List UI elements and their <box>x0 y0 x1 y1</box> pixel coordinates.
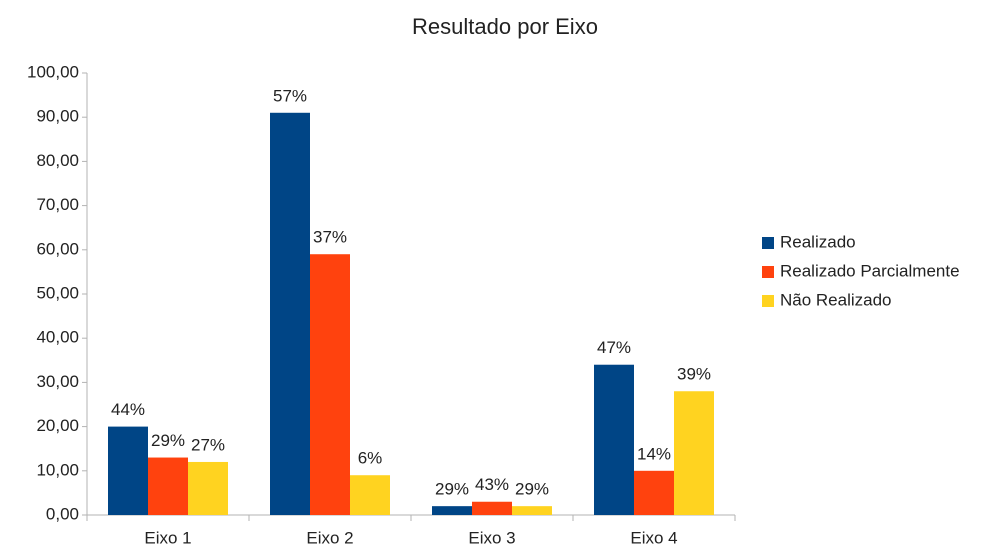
chart-title: Resultado por Eixo <box>412 14 598 39</box>
y-tick-label: 10,00 <box>36 460 79 479</box>
bar <box>270 112 310 515</box>
y-tick-label: 70,00 <box>36 195 79 214</box>
data-label: 6% <box>358 449 383 468</box>
data-label: 29% <box>151 431 185 450</box>
legend-swatch <box>762 295 774 307</box>
data-label: 44% <box>111 400 145 419</box>
y-tick-label: 60,00 <box>36 239 79 258</box>
data-label: 47% <box>597 338 631 357</box>
bar <box>188 461 228 515</box>
y-tick-label: 50,00 <box>36 283 79 302</box>
y-tick-label: 90,00 <box>36 107 79 126</box>
y-tick-label: 40,00 <box>36 328 79 347</box>
bar <box>148 457 188 515</box>
x-tick-label: Eixo 4 <box>630 528 677 547</box>
bar <box>350 475 390 515</box>
y-tick-label: 20,00 <box>36 416 79 435</box>
y-tick-label: 0,00 <box>46 504 79 523</box>
data-label: 27% <box>191 435 225 454</box>
bar <box>310 254 350 515</box>
bar <box>108 426 148 515</box>
legend-label: Não Realizado <box>780 290 892 309</box>
x-tick-label: Eixo 3 <box>468 528 515 547</box>
data-label: 43% <box>475 475 509 494</box>
bar <box>512 506 552 515</box>
data-label: 39% <box>677 365 711 384</box>
data-label: 14% <box>637 444 671 463</box>
bar <box>432 506 472 515</box>
y-tick-label: 100,00 <box>27 62 79 81</box>
x-tick-label: Eixo 2 <box>306 528 353 547</box>
bar <box>594 364 634 515</box>
data-label: 29% <box>515 480 549 499</box>
legend-label: Realizado Parcialmente <box>780 261 960 280</box>
y-tick-label: 80,00 <box>36 151 79 170</box>
legend-swatch <box>762 266 774 278</box>
legend-swatch <box>762 237 774 249</box>
data-label: 37% <box>313 228 347 247</box>
legend-label: Realizado <box>780 232 856 251</box>
data-label: 57% <box>273 86 307 105</box>
x-tick-label: Eixo 1 <box>144 528 191 547</box>
y-tick-label: 30,00 <box>36 372 79 391</box>
bar <box>674 391 714 515</box>
bar <box>634 470 674 515</box>
bar <box>472 501 512 515</box>
data-label: 29% <box>435 480 469 499</box>
